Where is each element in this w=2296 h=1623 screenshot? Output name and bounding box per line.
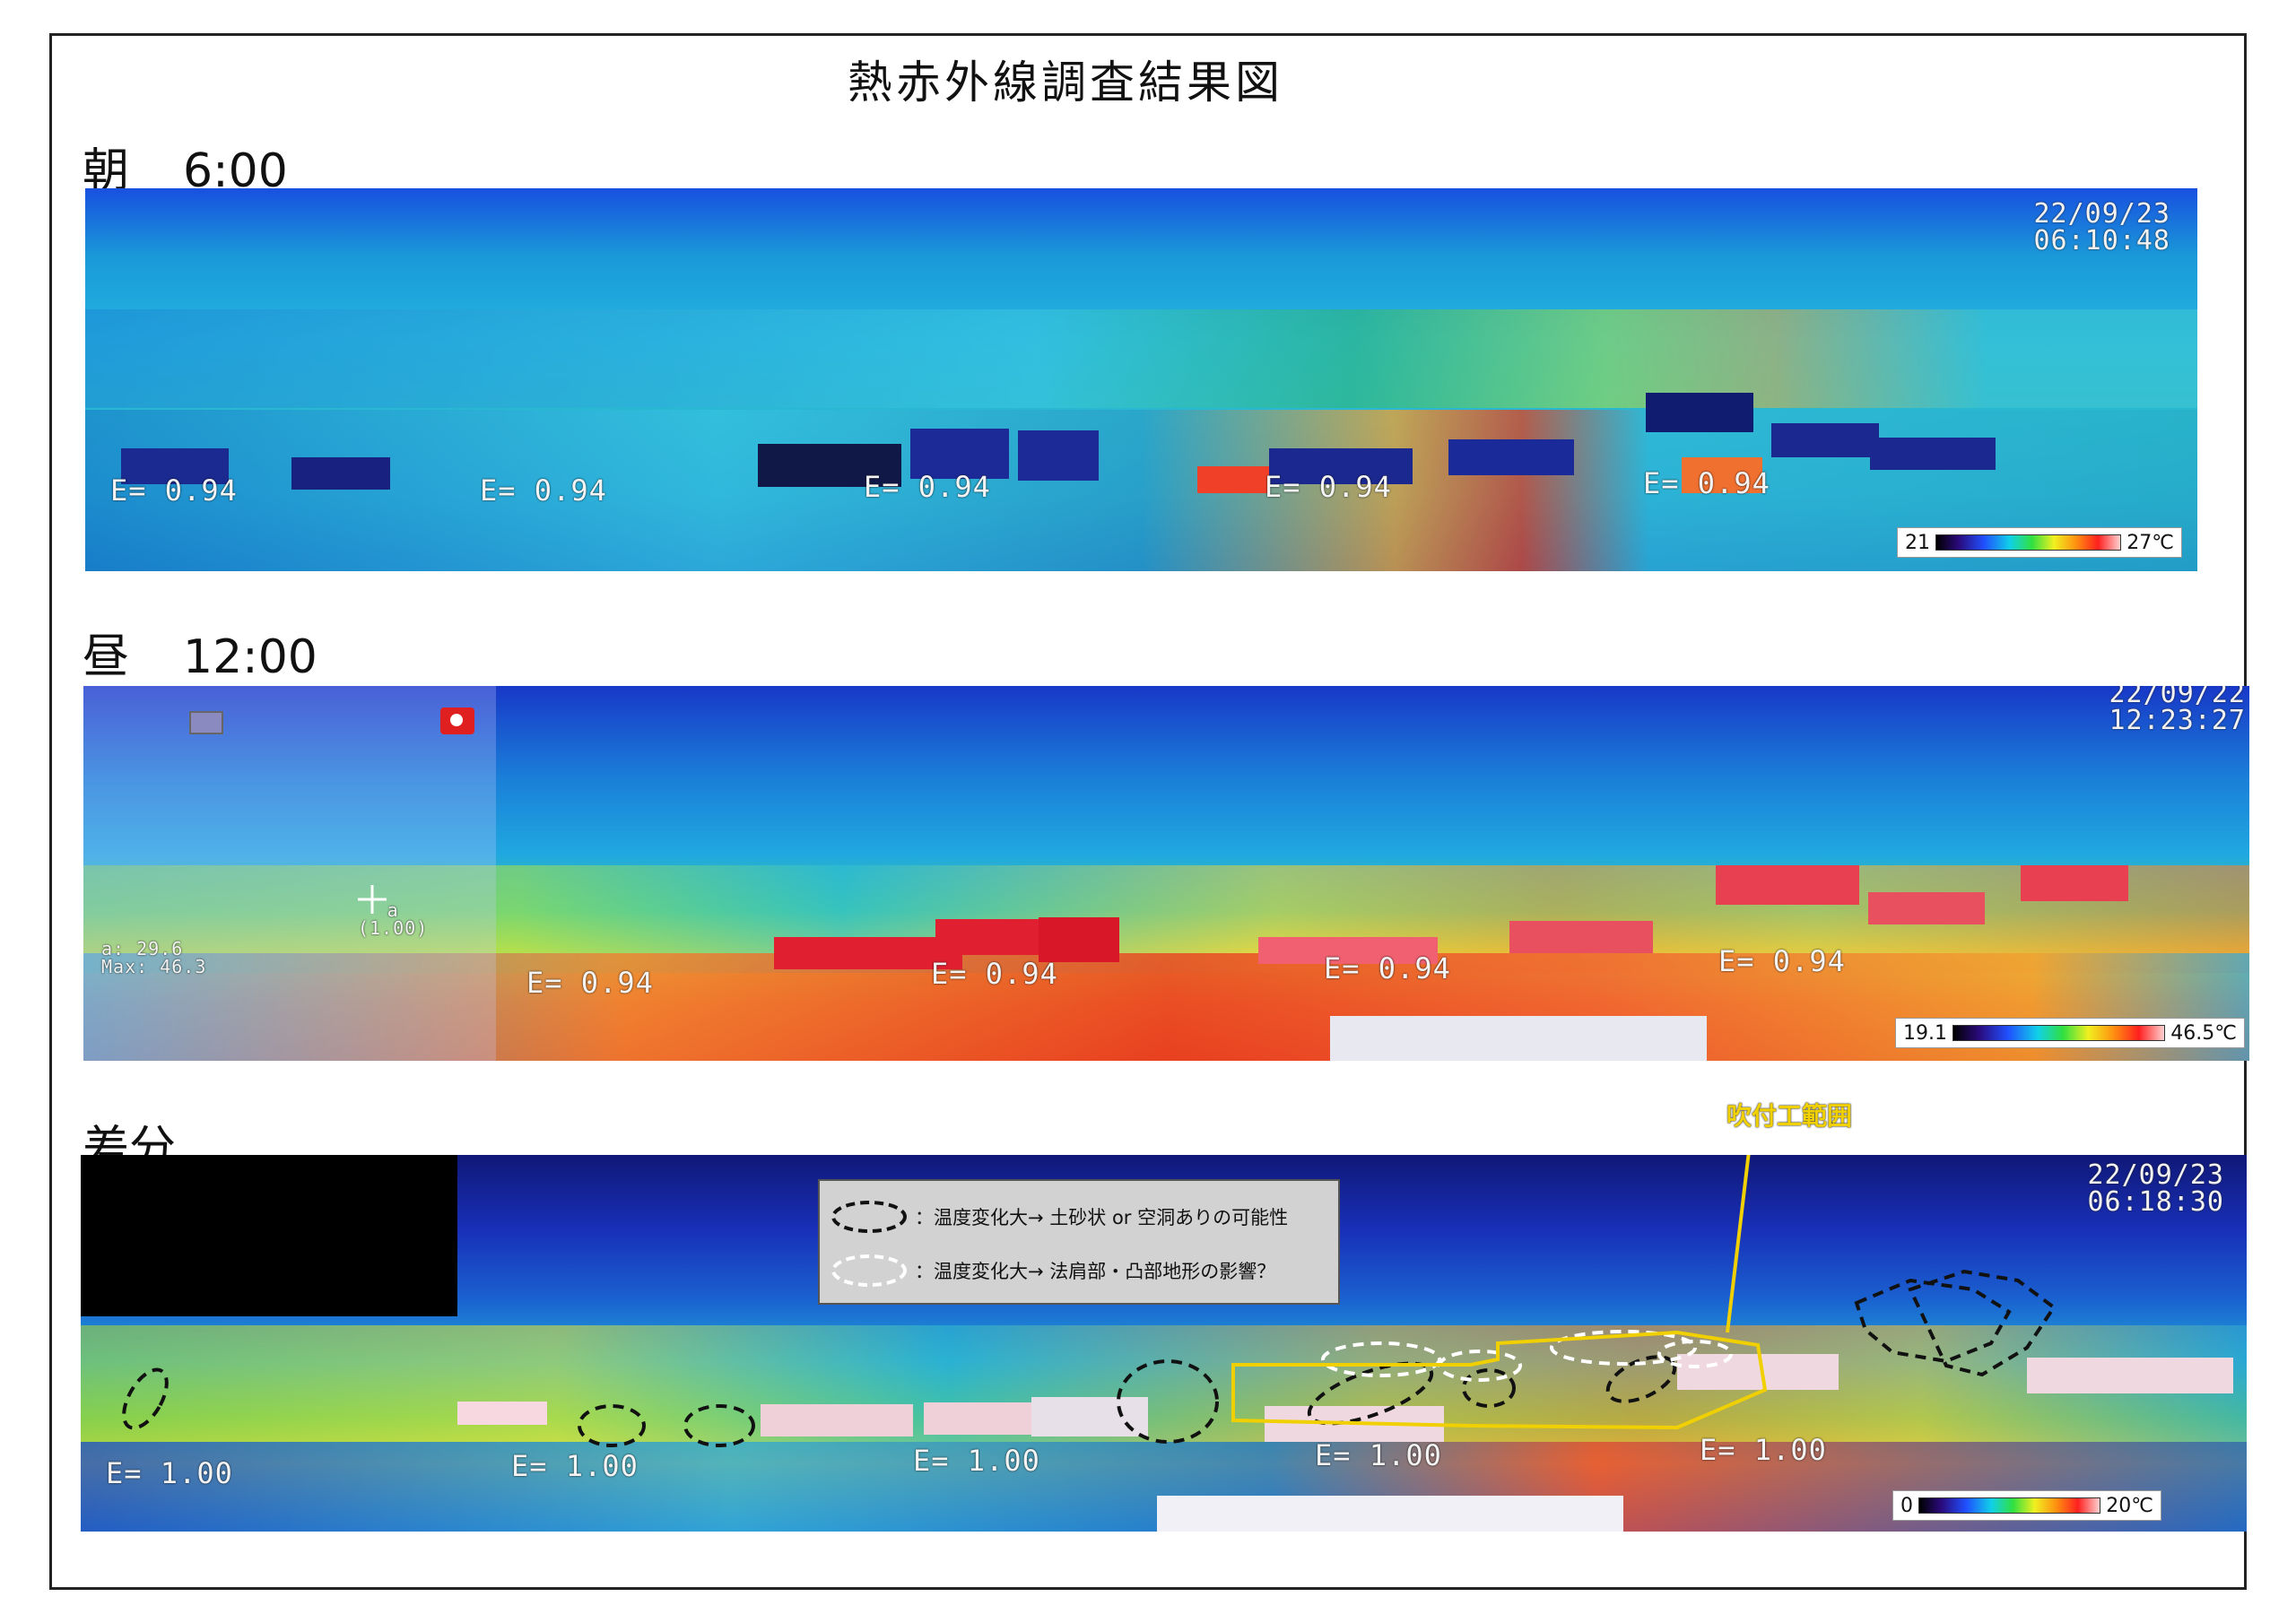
house-roof: [1870, 438, 1996, 470]
figure-title: 熱赤外線調査結果図: [848, 56, 1283, 108]
scale-min: 0: [1900, 1494, 1913, 1517]
morning-houses-band: [85, 410, 2197, 571]
emissivity-label: E= 0.94: [1718, 944, 1846, 978]
noon-time: 12:00: [183, 630, 317, 684]
cursor-label: a (1.00): [358, 901, 428, 937]
emissivity-label: E= 0.94: [1324, 951, 1451, 985]
emissivity-label: E= 0.94: [480, 473, 607, 508]
house-roof: [1646, 393, 1753, 432]
white-roof: [761, 1404, 913, 1436]
emissivity-label: E= 0.94: [1265, 470, 1392, 504]
warm-wall: [1197, 466, 1269, 493]
morning-timestamp: 22/09/23 06:10:48: [2034, 201, 2171, 255]
color-scale-bar: [1952, 1025, 2166, 1041]
scale-max: 46.5℃: [2170, 1021, 2237, 1045]
cursor-emissivity: (1.00): [358, 917, 429, 939]
difference-timestamp: 22/09/23 06:18:30: [2088, 1162, 2225, 1216]
noon-thermal-image: a (1.00) a: 29.6 Max: 46.3 22/09/22 12:2…: [83, 686, 2249, 1061]
spray-area-label: 吹付工範囲: [1726, 1101, 1853, 1131]
white-roof: [1031, 1397, 1148, 1436]
difference-timestamp-time: 06:18:30: [2087, 1186, 2224, 1218]
house-roof: [2021, 865, 2128, 901]
white-roof: [924, 1402, 1049, 1435]
white-roof: [1157, 1496, 1623, 1532]
house-roof: [1509, 921, 1653, 953]
house-roof: [1269, 448, 1413, 484]
noon-section-label: 昼 12:00: [83, 619, 317, 686]
emissivity-label: E= 1.00: [106, 1456, 233, 1490]
emissivity-label: E= 1.00: [1315, 1438, 1442, 1472]
difference-timestamp-date: 22/09/23: [2087, 1159, 2224, 1191]
warm-wall: [1682, 457, 1762, 493]
white-roof: [1330, 1016, 1707, 1061]
scale-max: 27℃: [2126, 531, 2174, 554]
noon-timestamp-date: 22/09/22: [2109, 686, 2246, 709]
white-roof: [2027, 1358, 2233, 1393]
image-icon[interactable]: [189, 711, 223, 734]
emissivity-label: E= 1.00: [511, 1449, 639, 1483]
morning-thermal-image: 22/09/23 06:10:48 E= 0.94 E= 0.94 E= 0.9…: [85, 188, 2197, 571]
white-dashed-ellipse-icon: [831, 1254, 907, 1287]
temperature-readout: a: 29.6 Max: 46.3: [101, 940, 206, 976]
camera-overlay-panel: [83, 686, 496, 1061]
scale-max: 20℃: [2106, 1494, 2153, 1517]
legend-white-text: ：温度変化大→ 法肩部・凸部地形の影響？: [915, 1261, 1276, 1282]
noon-timestamp-time: 12:23:27: [2109, 705, 2246, 736]
house-roof: [1868, 892, 1985, 924]
morning-timestamp-date: 22/09/23: [2033, 198, 2170, 230]
house-roof: [1018, 430, 1099, 481]
color-scale-bar: [1918, 1497, 2101, 1514]
house-roof: [758, 444, 901, 487]
legend-black-text: ：温度変化大→ 土砂状 or 空洞ありの可能性: [915, 1207, 1289, 1228]
scale-min: 19.1: [1903, 1021, 1947, 1045]
emissivity-label: E= 0.94: [1643, 466, 1770, 500]
no-data-area: [81, 1155, 457, 1316]
legend-row-white: ：温度変化大→ 法肩部・凸部地形の影響？: [829, 1253, 1275, 1289]
morning-timestamp-time: 06:10:48: [2033, 225, 2170, 256]
difference-temperature-scale: 0 20℃: [1892, 1490, 2161, 1521]
white-roof: [1677, 1354, 1839, 1390]
house-roof: [1716, 865, 1859, 905]
house-roof: [1771, 423, 1879, 457]
color-scale-bar: [1935, 534, 2122, 551]
morning-temperature-scale: 21 27℃: [1897, 527, 2182, 558]
scale-min: 21: [1905, 531, 1930, 554]
noon-timestamp: 22/09/22 12:23:27: [2109, 686, 2247, 734]
camera-icon[interactable]: [440, 707, 474, 734]
emissivity-label: E= 0.94: [931, 957, 1058, 991]
readout-value: a: 29.6: [101, 938, 184, 959]
measurement-cursor[interactable]: [83, 686, 496, 1061]
house-roof: [1258, 937, 1438, 964]
legend-row-black: ：温度変化大→ 土砂状 or 空洞ありの可能性: [829, 1199, 1288, 1235]
emissivity-label: E= 0.94: [110, 473, 238, 508]
anomaly-annotations: [122, 1155, 2057, 1447]
readout-max: Max: 46.3: [101, 956, 207, 977]
annotation-legend: ：温度変化大→ 土砂状 or 空洞ありの可能性 ：温度変化大→ 法肩部・凸部地形…: [818, 1179, 1340, 1305]
white-roof: [457, 1402, 547, 1425]
morning-slope-band: [85, 309, 2197, 408]
noon-temperature-scale: 19.1 46.5℃: [1895, 1018, 2245, 1048]
house-roof: [121, 448, 229, 484]
black-dashed-ellipse-icon: [831, 1201, 907, 1233]
emissivity-label: E= 0.94: [526, 966, 654, 1000]
emissivity-label: E= 1.00: [913, 1444, 1040, 1478]
house-roof: [1448, 439, 1574, 475]
cursor-tag: a: [387, 899, 399, 921]
house-roof: [910, 429, 1009, 479]
emissivity-label: E= 0.94: [864, 470, 991, 504]
noon-label: 昼: [83, 630, 130, 684]
house-roof: [774, 937, 962, 969]
house-roof: [1039, 917, 1119, 962]
camera-lens: [450, 714, 463, 726]
emissivity-label: E= 1.00: [1700, 1433, 1827, 1467]
noon-houses-band: [83, 953, 2249, 1061]
house-roof: [291, 457, 390, 490]
